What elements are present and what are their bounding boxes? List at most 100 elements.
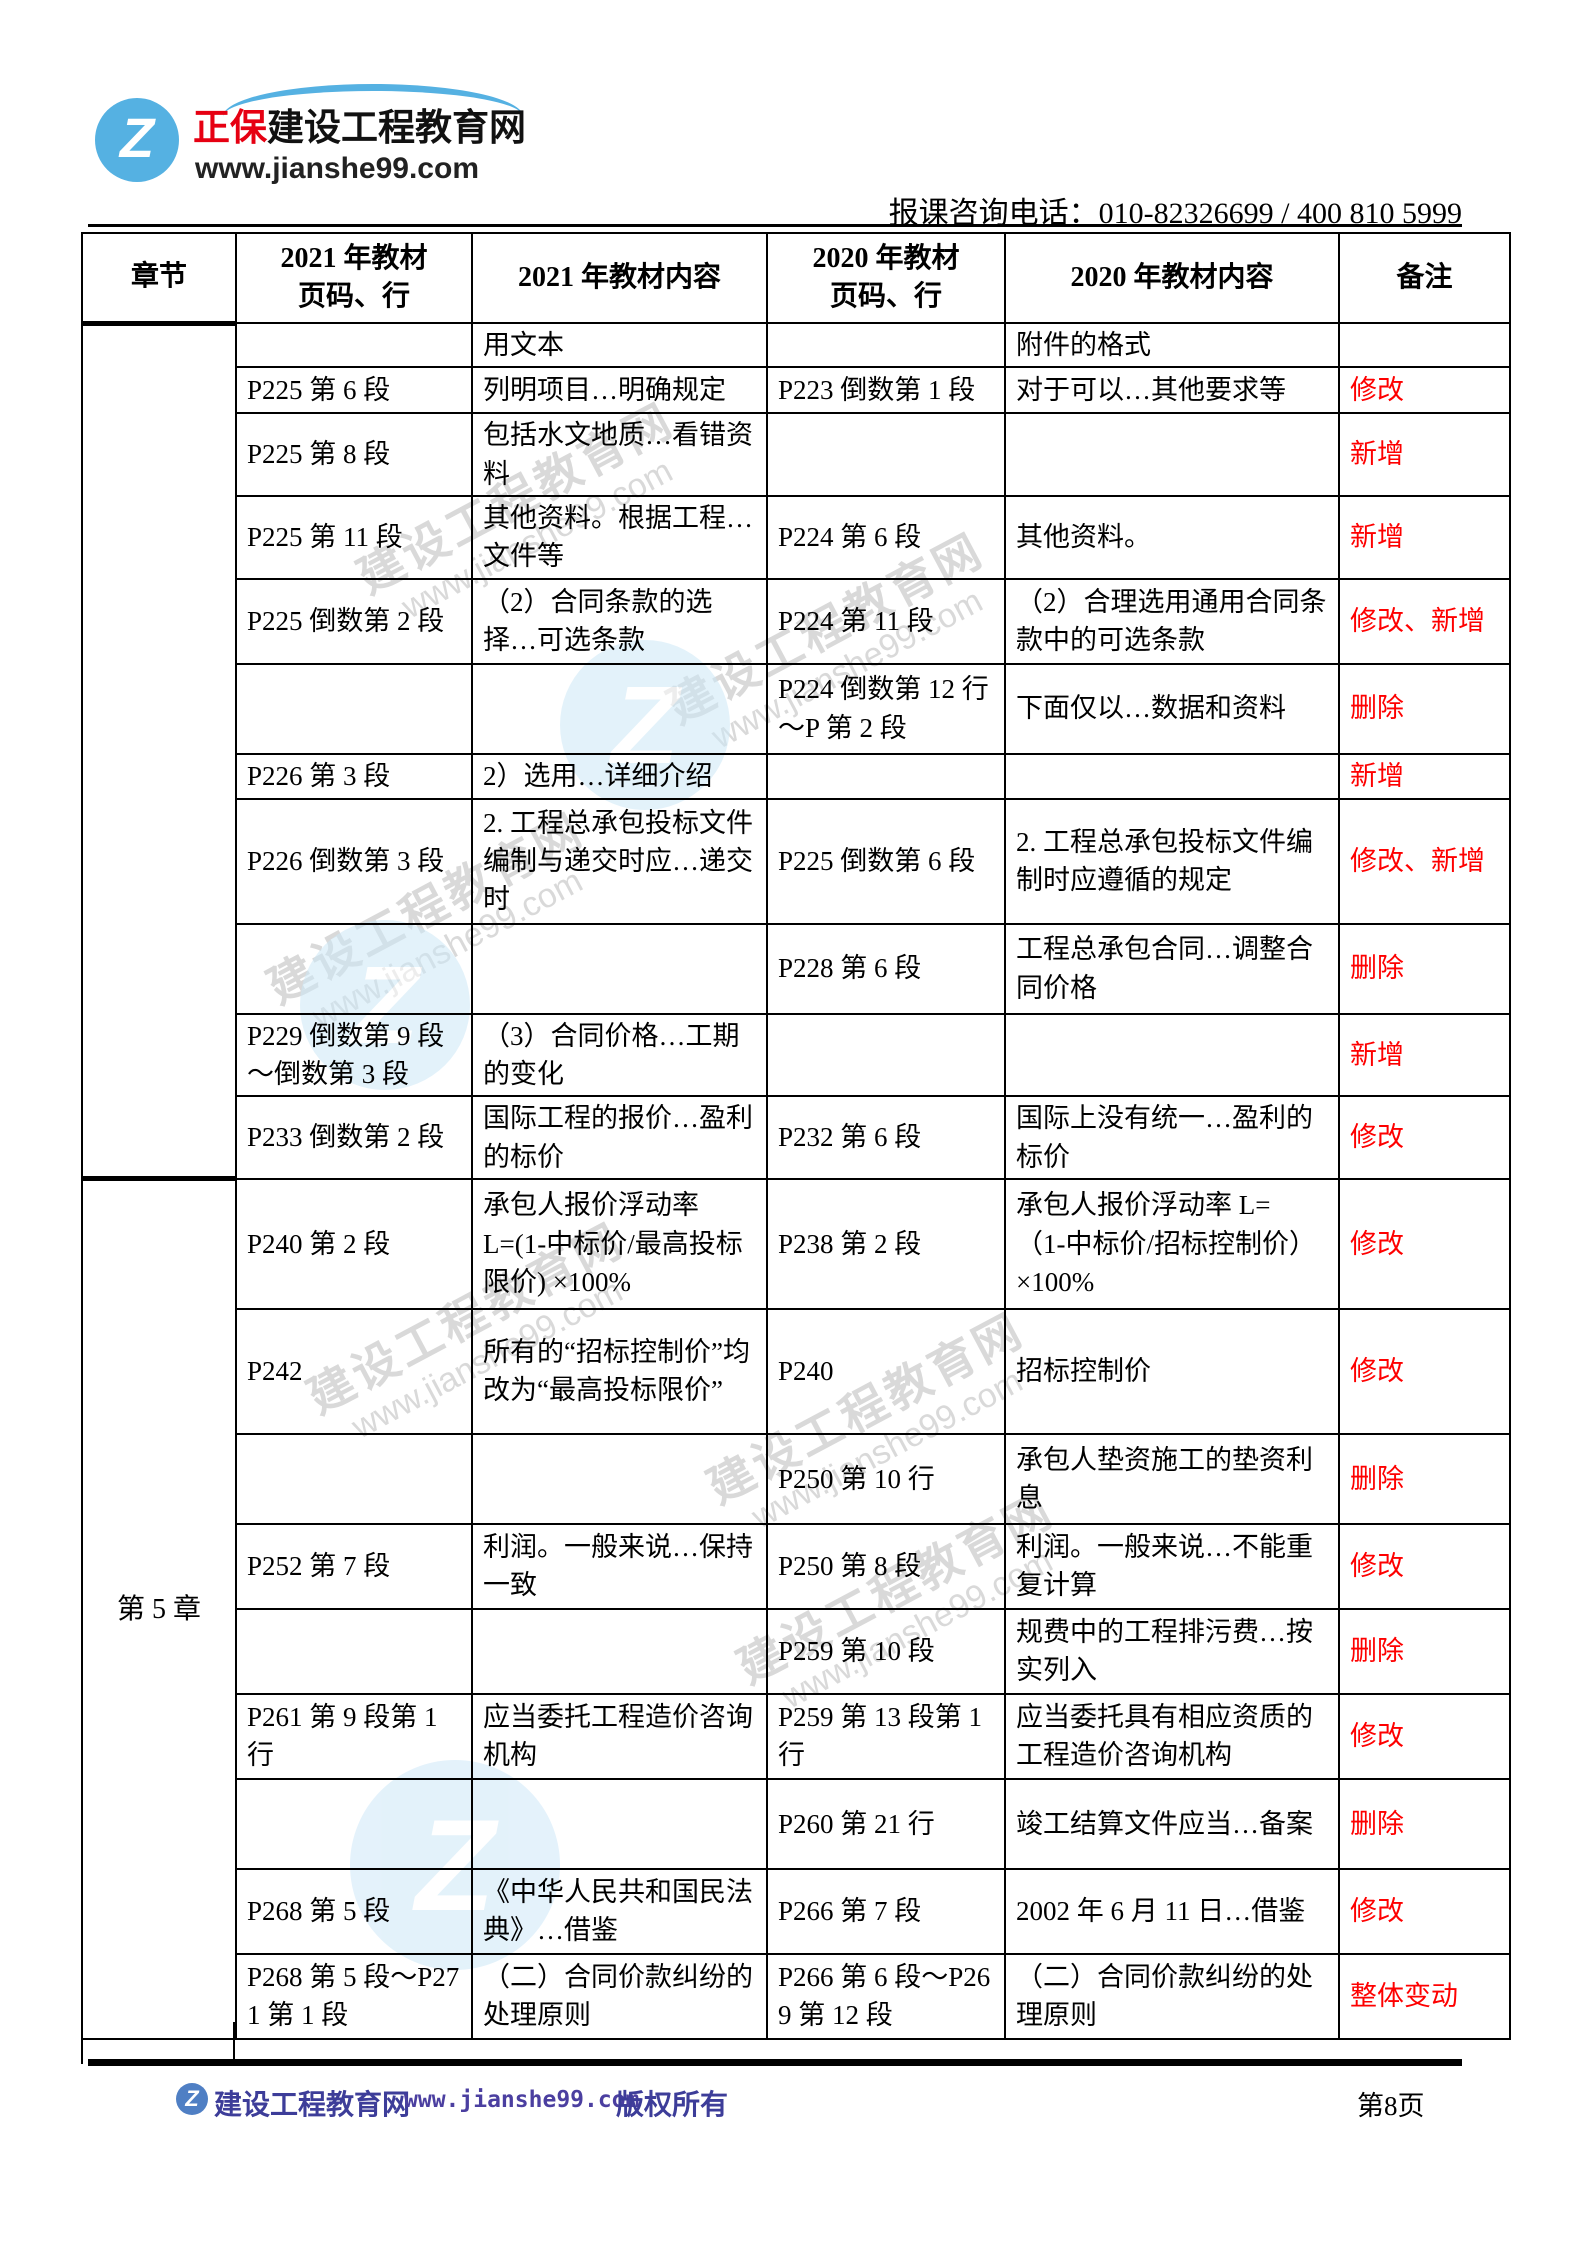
cell-remark: 删除 xyxy=(1338,922,1511,1015)
cell-2021-page: P233 倒数第 2 段 xyxy=(235,1095,473,1180)
cell-remark: 修改、新增 xyxy=(1338,797,1511,925)
cell-2021-content: 应当委托工程造价咨询机构 xyxy=(471,1692,768,1780)
cell-2020-page: P223 倒数第 1 段 xyxy=(766,366,1006,415)
cell-2021-page: P242 xyxy=(235,1307,473,1435)
footer-brand: 建设工程教育网 xyxy=(214,2089,411,2120)
cell-2021-content: 承包人报价浮动率 L=(1-中标价/最高投标限价) ×100% xyxy=(471,1177,768,1310)
table-row: 用文本 附件的格式 xyxy=(81,320,1511,1180)
cell-remark: 修改 xyxy=(1338,1177,1511,1310)
cell-remark: 修改、新增 xyxy=(1338,577,1511,665)
cell-remark: 删除 xyxy=(1338,1607,1511,1695)
cell-2021-page: P226 倒数第 3 段 xyxy=(235,797,473,925)
cell-2020-content: 工程总承包合同…调整合同价格 xyxy=(1004,922,1340,1015)
cell-2020-content: 国际上没有统一…盈利的标价 xyxy=(1004,1095,1340,1180)
cell-2021-content xyxy=(471,1777,768,1870)
brand-url: www.jianshe99.com xyxy=(195,152,479,185)
cell-2020-page: P232 第 6 段 xyxy=(766,1095,1006,1180)
cell-2020-page xyxy=(766,1012,1006,1098)
cell-2020-page: P224 倒数第 12 行～P 第 2 段 xyxy=(766,662,1006,755)
cell-2020-page xyxy=(766,412,1006,497)
logo-arc xyxy=(223,84,523,149)
table-row: P225 倒数第 2 段 （2）合同条款的选择…可选条款 P224 第 11 段… xyxy=(82,577,1511,665)
cell-2021-content: （二）合同价款纠纷的处理原则 xyxy=(471,1952,768,2040)
cell-2020-content: 2002 年 6 月 11 日…借鉴 xyxy=(1004,1867,1340,1955)
brand-name-cn: 正保 xyxy=(193,107,267,148)
cell-2021-page xyxy=(235,922,473,1015)
cell-2020-content: 下面仅以…数据和资料 xyxy=(1004,662,1340,755)
cell-remark: 修改 xyxy=(1338,1522,1511,1610)
cell-2021-page: P225 倒数第 2 段 xyxy=(235,577,473,665)
comparison-table-wrap: 章节 2021 年教材 页码、行 2021 年教材内容 2020 年教材 页码、… xyxy=(81,232,1511,2040)
cell-remark: 新增 xyxy=(1338,1012,1511,1098)
table-row: P261 第 9 段第 1 行 应当委托工程造价咨询机构 P259 第 13 段… xyxy=(82,1692,1511,1780)
cell-2021-page: P225 第 6 段 xyxy=(235,366,473,415)
cell-2021-page xyxy=(235,1607,473,1695)
cell-2021-page: P225 第 8 段 xyxy=(235,412,473,497)
chapter-column-border-stub xyxy=(233,2022,235,2064)
table-row: P268 第 5 段 《中华人民共和国民法典》…借鉴 P266 第 7 段 20… xyxy=(82,1867,1511,1955)
cell-2020-content: 附件的格式 xyxy=(1004,321,1340,369)
footer-rights: 版权所有 xyxy=(616,2089,729,2120)
chapter-cell xyxy=(81,320,237,1180)
table-row: P225 第 11 段 其他资料。根据工程…文件等 P224 第 6 段 其他资… xyxy=(82,494,1511,580)
cell-2021-page: P268 第 5 段～P271 第 1 段 xyxy=(235,1952,473,2040)
cell-2021-content: 国际工程的报价…盈利的标价 xyxy=(471,1095,768,1180)
cell-2021-content: 《中华人民共和国民法典》…借鉴 xyxy=(471,1867,768,1955)
cell-2021-page: P229 倒数第 9 段～倒数第 3 段 xyxy=(235,1012,473,1098)
page-number: 第8页 xyxy=(1357,2091,1425,2121)
col-header-2020-page: 2020 年教材 页码、行 xyxy=(766,232,1006,324)
cell-2021-content: 包括水文地质…看错资料 xyxy=(471,412,768,497)
cell-2020-content xyxy=(1004,752,1340,800)
cell-2020-content: 2. 工程总承包投标文件编制时应遵循的规定 xyxy=(1004,797,1340,925)
cell-remark: 删除 xyxy=(1338,1432,1511,1525)
chapter-cell: 第 5 章 xyxy=(81,1176,237,2040)
cell-2021-page: P268 第 5 段 xyxy=(235,1867,473,1955)
cell-2021-content xyxy=(471,662,768,755)
cell-2020-content: 利润。一般来说…不能重复计算 xyxy=(1004,1522,1340,1610)
cell-2020-content: 规费中的工程排污费…按实列入 xyxy=(1004,1607,1340,1695)
cell-2020-content: 对于可以…其他要求等 xyxy=(1004,366,1340,415)
cell-2020-content xyxy=(1004,412,1340,497)
cell-2020-page xyxy=(766,752,1006,800)
cell-remark: 新增 xyxy=(1338,412,1511,497)
cell-remark: 修改 xyxy=(1338,1307,1511,1435)
cell-2021-content xyxy=(471,1607,768,1695)
table-row: P226 倒数第 3 段 2. 工程总承包投标文件编制与递交时应…递交时 P22… xyxy=(82,797,1511,925)
cell-2020-page: P228 第 6 段 xyxy=(766,922,1006,1015)
cell-2021-page xyxy=(235,662,473,755)
table-row: P259 第 10 段 规费中的工程排污费…按实列入 删除 xyxy=(82,1607,1511,1695)
cell-remark xyxy=(1338,321,1511,369)
header-divider xyxy=(88,224,1462,227)
col-header-chapter: 章节 xyxy=(81,232,237,324)
cell-2021-page: P225 第 11 段 xyxy=(235,494,473,580)
cell-2021-content: （3）合同价格…工期的变化 xyxy=(471,1012,768,1098)
table-row: P260 第 21 行 竣工结算文件应当…备案 删除 xyxy=(82,1777,1511,1870)
cell-2021-content: 用文本 xyxy=(471,321,768,369)
cell-2020-page: P240 xyxy=(766,1307,1006,1435)
col-header-2020-content: 2020 年教材内容 xyxy=(1004,232,1340,324)
cell-2020-content: 承包人垫资施工的垫资利息 xyxy=(1004,1432,1340,1525)
cell-2021-page xyxy=(235,321,473,369)
table-row: P229 倒数第 9 段～倒数第 3 段 （3）合同价格…工期的变化 新增 xyxy=(82,1012,1511,1098)
table-row: P228 第 6 段 工程总承包合同…调整合同价格 删除 xyxy=(82,922,1511,1015)
cell-2020-page: P224 第 11 段 xyxy=(766,577,1006,665)
cell-2021-content xyxy=(471,922,768,1015)
cell-2020-content: 招标控制价 xyxy=(1004,1307,1340,1435)
cell-2020-page: P259 第 13 段第 1 行 xyxy=(766,1692,1006,1780)
table-row: P226 第 3 段 2）选用…详细介绍 新增 xyxy=(82,752,1511,800)
cell-2021-content: 2. 工程总承包投标文件编制与递交时应…递交时 xyxy=(471,797,768,925)
cell-2020-content: 竣工结算文件应当…备案 xyxy=(1004,1777,1340,1870)
cell-remark: 整体变动 xyxy=(1338,1952,1511,2040)
table-header-row: 章节 2021 年教材 页码、行 2021 年教材内容 2020 年教材 页码、… xyxy=(81,232,1511,324)
cell-remark: 修改 xyxy=(1338,366,1511,415)
cell-2021-page xyxy=(235,1432,473,1525)
table-row: P268 第 5 段～P271 第 1 段 （二）合同价款纠纷的处理原则 P26… xyxy=(82,1952,1511,2040)
cell-2020-page: P266 第 6 段～P269 第 12 段 xyxy=(766,1952,1006,2040)
brand-name: 正保建设工程教育网 xyxy=(193,107,526,149)
table-row: P224 倒数第 12 行～P 第 2 段 下面仅以…数据和资料 删除 xyxy=(82,662,1511,755)
cell-2021-content: 所有的“招标控制价”均改为“最高投标限价” xyxy=(471,1307,768,1435)
footer-logo-icon: Z xyxy=(176,2083,208,2115)
cell-remark: 修改 xyxy=(1338,1867,1511,1955)
footer-divider xyxy=(88,2059,1462,2066)
cell-2020-content: 承包人报价浮动率 L= （1-中标价/招标控制价）×100% xyxy=(1004,1177,1340,1310)
